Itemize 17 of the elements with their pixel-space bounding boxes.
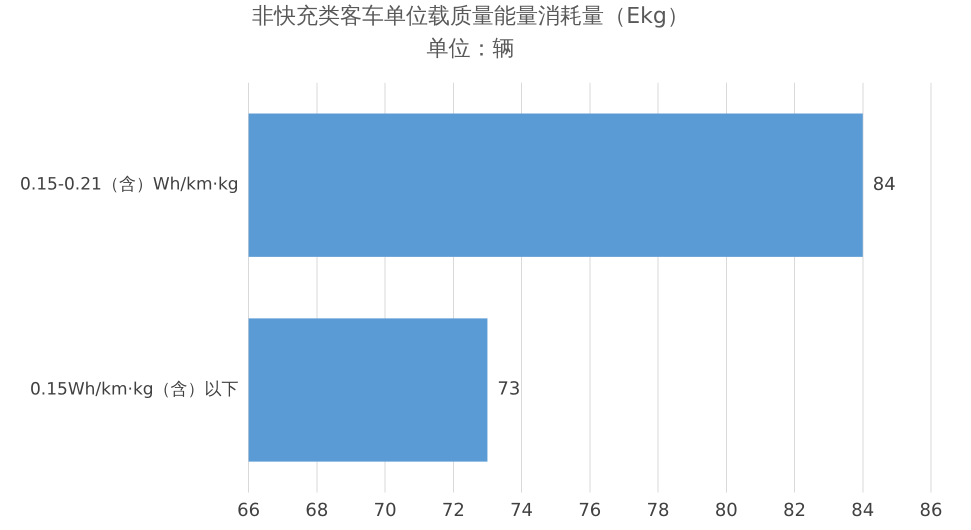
data-label: 84 <box>872 174 896 195</box>
x-tick-label: 68 <box>305 500 328 521</box>
x-tick-label: 80 <box>714 500 738 521</box>
x-tick-label: 84 <box>851 500 874 521</box>
x-tick-label: 66 <box>237 500 260 521</box>
chart-subtitle: 单位：辆 <box>426 36 514 62</box>
x-tick-label: 82 <box>783 500 806 521</box>
x-tick-label: 72 <box>442 500 465 521</box>
x-tick-label: 74 <box>510 500 534 521</box>
y-tick-label: 0.15Wh/km·kg（含）以下 <box>30 379 239 400</box>
x-tick-label: 86 <box>920 500 942 521</box>
y-tick-label: 0.15-0.21（含）Wh/km·kg <box>20 174 239 195</box>
x-tick-label: 76 <box>578 500 602 521</box>
x-tick-label: 78 <box>646 500 670 521</box>
x-tick-label: 70 <box>374 500 397 521</box>
chart-title: 非快充类客车单位载质量能量消耗量（Ekg） <box>252 4 689 29</box>
data-label: 73 <box>497 378 520 400</box>
